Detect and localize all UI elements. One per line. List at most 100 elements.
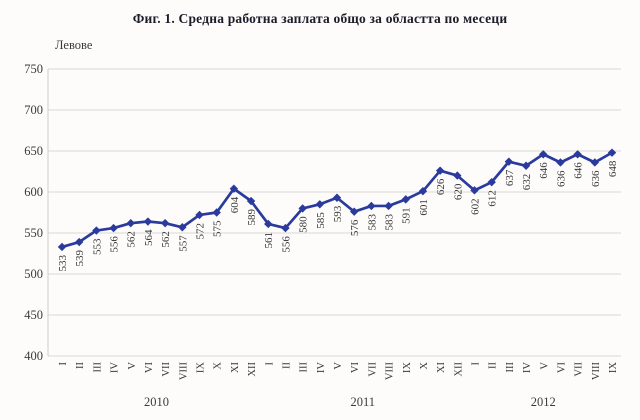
x-axis-tick-label: VIII — [178, 362, 189, 381]
x-axis-tick-label: III — [505, 362, 516, 373]
y-axis-tick-label: 550 — [24, 226, 43, 240]
data-point-label: 646 — [538, 162, 550, 179]
data-point-label: 533 — [57, 254, 69, 271]
data-point-label: 601 — [418, 199, 430, 216]
data-point-marker — [539, 150, 548, 159]
data-point-marker — [92, 226, 101, 235]
data-point-label: 585 — [315, 212, 327, 229]
data-point-marker — [367, 201, 376, 211]
data-point-marker — [435, 166, 445, 175]
y-axis-tick-label: 750 — [24, 62, 43, 76]
x-axis-tick-label: XII — [247, 361, 258, 376]
data-point-marker — [384, 201, 393, 211]
data-point-marker — [298, 204, 307, 213]
y-axis-tick-label: 650 — [24, 144, 43, 158]
x-axis-tick-label: XI — [436, 362, 447, 374]
x-axis-tick-label: XII — [453, 361, 464, 376]
x-axis-tick-label: X — [213, 362, 224, 370]
x-axis-tick-label: I — [58, 362, 69, 366]
x-axis-tick-label: I — [471, 362, 482, 366]
x-axis-tick-label: V — [333, 362, 344, 370]
data-point-marker — [349, 207, 359, 216]
data-point-marker — [401, 195, 410, 204]
data-point-marker — [264, 219, 273, 229]
x-axis-tick-label: V — [127, 362, 138, 370]
y-axis-tick-label: 500 — [24, 267, 43, 281]
data-point-label: 612 — [487, 190, 499, 207]
year-label: 2012 — [531, 395, 556, 409]
x-axis-tick-label: IX — [608, 362, 619, 373]
data-point-marker — [246, 196, 256, 206]
data-point-label: 575 — [212, 220, 224, 237]
chart-title: Фиг. 1. Средна работна заплата общо за о… — [132, 11, 508, 26]
data-point-marker — [178, 223, 187, 232]
data-point-label: 561 — [263, 232, 275, 249]
x-axis-tick-label: VII — [574, 361, 585, 376]
data-point-label: 589 — [246, 209, 258, 226]
data-point-label: 583 — [384, 213, 396, 230]
data-point-label: 632 — [521, 174, 533, 191]
x-axis-tick-label: X — [419, 362, 430, 370]
x-axis-tick-label: VIII — [385, 362, 396, 381]
x-axis-tick-label: III — [92, 362, 103, 373]
data-point-marker — [229, 184, 239, 193]
data-point-label: 556 — [109, 236, 121, 253]
data-point-label: 626 — [435, 178, 447, 195]
data-point-label: 576 — [349, 219, 361, 236]
data-point-label: 646 — [573, 162, 585, 179]
data-point-marker — [315, 200, 325, 209]
x-axis-tick-label: VI — [556, 362, 567, 374]
data-point-label: 557 — [177, 235, 189, 252]
data-point-marker — [607, 148, 617, 157]
data-point-marker — [487, 177, 496, 187]
x-axis-tick-label: VII — [367, 361, 378, 376]
data-point-marker — [573, 150, 582, 159]
data-point-label: 556 — [280, 236, 292, 253]
data-point-marker — [504, 157, 514, 166]
data-point-marker — [453, 171, 462, 180]
x-axis-tick-label: IX — [402, 362, 413, 373]
data-point-label: 580 — [298, 216, 310, 233]
x-axis-tick-label: IV — [316, 362, 327, 373]
data-point-marker — [281, 223, 290, 233]
y-axis-unit-label: Левове — [55, 38, 93, 52]
data-point-label: 562 — [160, 231, 172, 248]
year-label: 2010 — [144, 395, 169, 409]
x-axis-tick-label: VI — [350, 362, 361, 374]
x-axis-tick-label: III — [299, 362, 310, 373]
x-axis-tick-label: I — [264, 362, 275, 366]
year-label: 2011 — [351, 395, 376, 409]
data-point-label: 572 — [195, 223, 207, 240]
x-axis-tick-label: II — [75, 362, 86, 369]
data-point-marker — [57, 242, 67, 252]
data-point-label: 648 — [607, 160, 619, 177]
y-axis-tick-label: 450 — [24, 308, 43, 322]
x-axis-tick-label: IX — [196, 362, 207, 373]
y-axis-tick-label: 600 — [24, 185, 43, 199]
data-point-marker — [109, 223, 118, 233]
x-axis-tick-label: IV — [110, 362, 121, 373]
x-axis-tick-label: VI — [144, 362, 155, 374]
data-point-marker — [332, 193, 342, 202]
data-point-marker — [160, 218, 170, 228]
data-point-label: 564 — [143, 229, 155, 246]
data-point-label: 602 — [470, 198, 482, 215]
x-axis-tick-label: XI — [230, 362, 241, 374]
data-point-label: 539 — [74, 250, 86, 267]
data-point-label: 591 — [401, 207, 413, 224]
x-axis-tick-label: VIII — [591, 362, 602, 381]
data-point-marker — [143, 217, 153, 226]
y-axis-tick-label: 400 — [24, 349, 43, 363]
x-axis-tick-label: IV — [522, 362, 533, 373]
data-point-label: 636 — [555, 170, 567, 187]
x-axis-tick-label: II — [488, 362, 499, 369]
data-point-label: 553 — [91, 238, 103, 255]
data-point-label: 637 — [504, 169, 516, 186]
data-point-marker — [418, 186, 428, 196]
data-point-marker — [470, 186, 479, 195]
x-axis-tick-label: VII — [161, 361, 172, 376]
x-axis-tick-label: II — [281, 362, 292, 369]
data-point-label: 604 — [229, 196, 241, 213]
